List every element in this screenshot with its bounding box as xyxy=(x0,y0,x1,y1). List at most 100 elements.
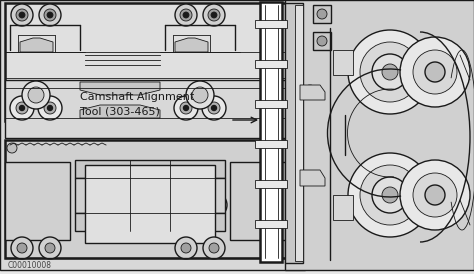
Bar xyxy=(255,100,287,108)
Polygon shape xyxy=(80,82,160,95)
Bar xyxy=(255,140,287,148)
Circle shape xyxy=(47,105,53,110)
Circle shape xyxy=(208,102,220,114)
Circle shape xyxy=(307,175,313,181)
Circle shape xyxy=(174,96,198,120)
Circle shape xyxy=(211,202,217,208)
Bar xyxy=(255,60,287,68)
Bar xyxy=(313,5,331,23)
Circle shape xyxy=(180,102,192,114)
Circle shape xyxy=(211,12,217,18)
Circle shape xyxy=(413,173,457,217)
Bar xyxy=(255,20,287,28)
Circle shape xyxy=(186,81,214,109)
Circle shape xyxy=(372,54,408,90)
Text: Camshaft Alignment: Camshaft Alignment xyxy=(80,92,194,102)
Circle shape xyxy=(202,96,226,120)
Polygon shape xyxy=(300,85,325,100)
Circle shape xyxy=(37,192,63,218)
Bar xyxy=(295,5,303,261)
Circle shape xyxy=(360,165,420,225)
Circle shape xyxy=(203,237,225,259)
Circle shape xyxy=(10,96,34,120)
Circle shape xyxy=(211,105,217,110)
Circle shape xyxy=(192,87,208,103)
Bar xyxy=(260,2,282,262)
Bar xyxy=(5,80,300,138)
Text: Tool (303-465): Tool (303-465) xyxy=(80,107,160,117)
Circle shape xyxy=(413,50,457,94)
Bar xyxy=(333,195,353,220)
Circle shape xyxy=(38,96,62,120)
Circle shape xyxy=(180,9,192,21)
Circle shape xyxy=(175,237,197,259)
Circle shape xyxy=(183,105,189,110)
Circle shape xyxy=(303,171,317,185)
Polygon shape xyxy=(300,170,325,186)
Circle shape xyxy=(307,89,313,95)
Circle shape xyxy=(47,12,53,18)
Circle shape xyxy=(348,30,432,114)
Circle shape xyxy=(7,143,17,153)
Bar xyxy=(0,0,305,270)
Circle shape xyxy=(11,237,33,259)
Bar xyxy=(285,0,474,270)
Bar xyxy=(5,140,300,258)
Text: C00010008: C00010008 xyxy=(8,261,52,270)
Circle shape xyxy=(39,4,61,26)
Circle shape xyxy=(175,4,197,26)
Circle shape xyxy=(181,243,191,253)
Circle shape xyxy=(201,192,227,218)
Circle shape xyxy=(348,153,432,237)
Circle shape xyxy=(22,81,50,109)
Circle shape xyxy=(317,9,327,19)
Polygon shape xyxy=(80,105,160,118)
Circle shape xyxy=(372,177,408,213)
Circle shape xyxy=(44,102,56,114)
Bar xyxy=(75,178,225,213)
Circle shape xyxy=(183,12,189,18)
Bar xyxy=(255,220,287,228)
Circle shape xyxy=(209,243,219,253)
Bar xyxy=(5,3,300,121)
Bar xyxy=(255,180,287,188)
Circle shape xyxy=(400,160,470,230)
Bar xyxy=(75,213,225,231)
Circle shape xyxy=(179,198,193,212)
Circle shape xyxy=(11,4,33,26)
Circle shape xyxy=(183,202,189,208)
Bar xyxy=(333,50,353,75)
Circle shape xyxy=(28,87,44,103)
Bar xyxy=(5,162,70,240)
Circle shape xyxy=(43,198,57,212)
Circle shape xyxy=(16,102,28,114)
Circle shape xyxy=(425,62,445,82)
Circle shape xyxy=(382,187,398,203)
Circle shape xyxy=(382,64,398,80)
Circle shape xyxy=(39,237,61,259)
Circle shape xyxy=(425,185,445,205)
Circle shape xyxy=(360,42,420,102)
Circle shape xyxy=(47,202,53,208)
Circle shape xyxy=(19,12,25,18)
Circle shape xyxy=(45,243,55,253)
Circle shape xyxy=(317,36,327,46)
Circle shape xyxy=(17,243,27,253)
Circle shape xyxy=(19,105,25,110)
Bar xyxy=(285,3,303,263)
Circle shape xyxy=(19,202,25,208)
Polygon shape xyxy=(20,38,53,52)
Polygon shape xyxy=(175,38,208,52)
Circle shape xyxy=(400,37,470,107)
Bar xyxy=(75,160,225,178)
Circle shape xyxy=(44,9,56,21)
Circle shape xyxy=(303,85,317,99)
Bar xyxy=(313,32,331,50)
Circle shape xyxy=(208,9,220,21)
Circle shape xyxy=(207,198,221,212)
Bar xyxy=(230,162,295,240)
Circle shape xyxy=(203,4,225,26)
Circle shape xyxy=(15,198,29,212)
Circle shape xyxy=(173,192,199,218)
Bar xyxy=(85,165,215,243)
